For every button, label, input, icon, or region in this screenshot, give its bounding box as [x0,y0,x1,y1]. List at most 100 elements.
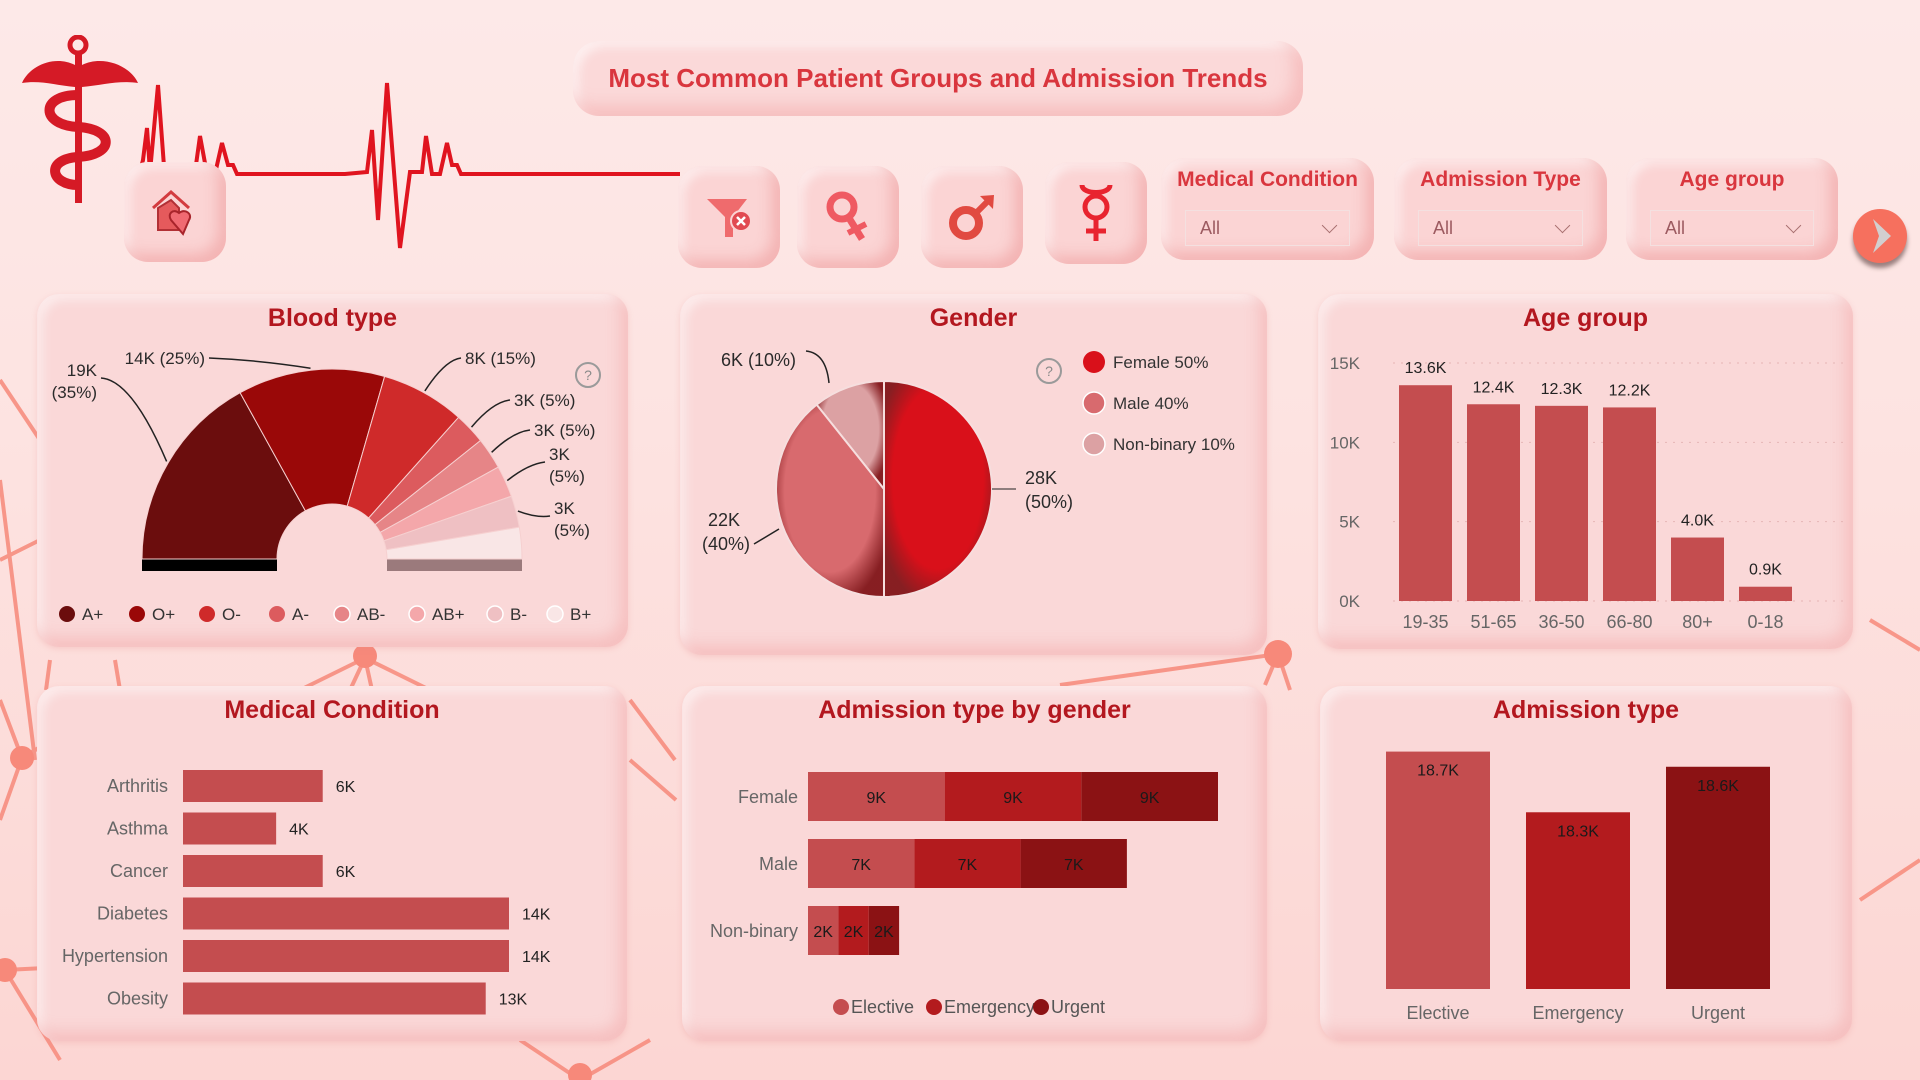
data-label: 4.0K [1681,513,1714,530]
legend-swatch-Urgent [1033,999,1049,1015]
leader-line [208,357,311,369]
data-label: 3K [554,499,575,518]
data-label: 18.3K [1557,823,1599,840]
data-label: 2K [874,924,894,941]
data-label: 2K [844,924,864,941]
data-label: 4K [289,822,309,839]
legend-swatch-A+ [59,606,75,622]
y-category-label: Hypertension [62,946,168,966]
admission-type-slicer: Admission Type All [1394,158,1607,260]
data-label: 3K (5%) [514,391,575,410]
condition-bar-Asthma [183,812,277,845]
data-label: 9K [1140,790,1160,807]
age-group-chart: 0K 5K 10K 15K 13.6K 19-35 12.4K 51-65 12.3K 36-50… [1330,354,1843,632]
leader-line [491,429,531,453]
age-bar-80+ [1671,537,1724,601]
admission-type-dropdown[interactable]: All [1418,210,1583,246]
y-category-label: Arthritis [107,776,168,796]
data-label: 6K [336,864,356,881]
help-icon[interactable]: ? [1036,358,1062,384]
data-label: 9K [1003,790,1023,807]
data-label: 7K [1064,857,1084,874]
female-filter-button[interactable] [797,166,899,268]
home-button[interactable] [124,162,226,262]
blood-type-panel: Blood type ? 19K (35%) 14K (25%) 8K (15%) 3K… [37,294,628,647]
filter-clear-icon [707,199,752,237]
legend-swatch-Non-binary [1082,432,1106,456]
donut-base-right [387,559,522,571]
data-label: 6K [336,779,356,796]
legend-swatch-Elective [833,999,849,1015]
next-page-button[interactable] [1853,209,1907,263]
slicer-label: Age group [1679,168,1785,191]
stacked-bar-Male-Elective [808,839,915,888]
age-bar-19-35 [1399,385,1452,601]
medical-condition-panel: Medical Condition Arthritis 6K Asthma 4K Can… [37,686,627,1041]
stacked-bar-Female-Urgent [1081,772,1218,821]
y-category-label: Cancer [110,861,168,881]
clear-filter-button[interactable] [678,166,780,268]
chevron-right-icon [1873,219,1891,253]
help-icon[interactable]: ? [575,362,601,388]
data-label: 6K (10%) [721,350,796,370]
condition-bar-Arthritis [183,770,323,802]
data-label: 19K [67,361,98,380]
y-tick-label: 15K [1330,354,1361,373]
legend-swatch-AB- [333,605,351,623]
chevron-down-icon [1785,217,1802,233]
nonbinary-symbol-icon [1079,184,1113,241]
age-bar-51-65 [1467,404,1520,601]
gender-chart: 28K (50%) 22K (40%) 6K (10%) Female 50% Male 4… [702,350,1235,599]
x-tick-label: Emergency [1532,1003,1623,1023]
male-filter-button[interactable] [921,166,1023,268]
chevron-down-icon [1321,217,1338,233]
legend-label-Emergency: Emergency [944,997,1035,1017]
stacked-bar-Male-Emergency [914,839,1021,888]
data-label: (5%) [554,521,590,540]
stacked-bar-Male-Urgent [1020,839,1127,888]
stacked-bar-Non-binary-Emergency [838,906,869,955]
gender-slice-Female [883,379,993,599]
y-tick-label: 10K [1330,433,1361,452]
condition-bar-Cancer [183,855,323,887]
medical-condition-chart: Arthritis 6K Asthma 4K Cancer 6K Diabetes 14K Hy… [62,770,551,1015]
dropdown-value: All [1665,217,1686,238]
admission-bar-Emergency [1526,812,1630,989]
admission-type-chart: 18.7K Elective 18.3K Emergency 18.6K Urgent [1386,751,1770,1023]
nonbinary-filter-button[interactable] [1045,162,1147,264]
page-title-text: Most Common Patient Groups and Admission… [608,63,1268,93]
legend-swatch-Female [1083,351,1105,373]
y-category-label: Non-binary [710,921,798,941]
y-category-label: Obesity [107,989,168,1009]
dropdown-value: All [1200,217,1221,238]
legend-label-Non-binary: Non-binary 10% [1113,435,1235,454]
data-label: 13K [499,992,528,1009]
y-category-label: Diabetes [97,904,168,924]
data-label: (5%) [549,467,585,486]
dropdown-value: All [1433,217,1454,238]
slicer-label: Medical Condition [1177,168,1358,191]
data-label: 14K [522,907,551,924]
legend-label-B+: B+ [570,605,591,624]
blood-slice-O+ [239,368,386,512]
legend-swatch-AB+ [408,605,426,623]
data-label: 18.6K [1697,778,1739,795]
y-category-label: Asthma [107,819,169,839]
leader-line [100,377,168,462]
y-tick-label: 0K [1339,592,1360,611]
legend-swatch-O+ [129,606,145,622]
age-group-title: Age group [1523,304,1648,332]
medical-condition-dropdown[interactable]: All [1185,210,1350,246]
x-tick-label: Urgent [1691,1003,1745,1023]
admission-by-gender-title: Admission type by gender [818,696,1131,724]
legend-label-O-: O- [222,605,241,624]
age-group-dropdown[interactable]: All [1650,210,1814,246]
legend-label-Elective: Elective [851,997,914,1017]
blood-slice-A+ [141,392,307,560]
admission-type-panel: Admission type 18.7K Elective 18.3K Emergen… [1320,686,1852,1041]
x-tick-label: Elective [1406,1003,1469,1023]
x-tick-label: 19-35 [1402,612,1448,632]
data-label: 22K [708,510,740,530]
data-label: 12.3K [1541,381,1583,398]
data-label: (40%) [702,534,750,554]
